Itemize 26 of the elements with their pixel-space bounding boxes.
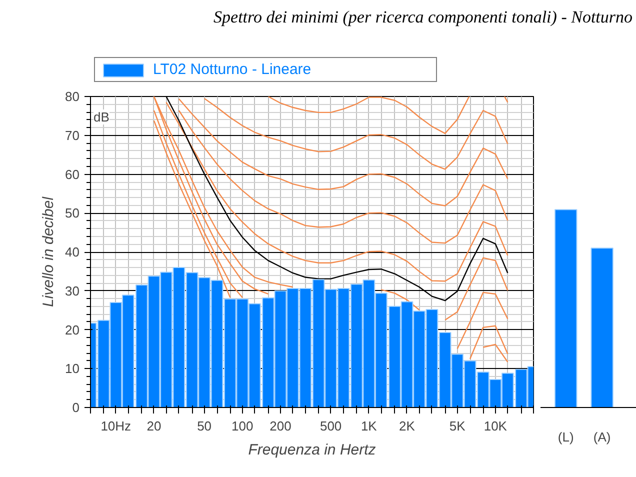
x-tick-label: (L) xyxy=(558,430,574,444)
annotation: dB xyxy=(94,110,110,124)
x-tick-label: 20 xyxy=(146,418,162,434)
x-tick-label: 5K xyxy=(449,418,466,434)
y-tick-label: 80 xyxy=(65,89,80,104)
y-tick-label: 20 xyxy=(65,322,80,338)
x-tick-label: 500 xyxy=(320,418,342,434)
x-tick-label: 200 xyxy=(270,418,292,434)
x-tick-label: 10K xyxy=(484,418,508,434)
x-tick-label: (A) xyxy=(593,430,611,444)
y-tick-label: 70 xyxy=(65,128,80,143)
y-tick-label: 10 xyxy=(65,361,80,376)
x-tick-label: 10Hz xyxy=(100,418,132,434)
chart-title: Spettro dei minimi (per ricerca componenti tonali) - Notturno xyxy=(214,8,633,26)
x-tick-label: 2K xyxy=(399,418,416,434)
y-tick-label: 30 xyxy=(65,283,80,298)
y-tick-label: 40 xyxy=(65,244,80,260)
legend-label: LT02 Notturno - Lineare xyxy=(153,61,312,78)
x-tick-label: 1K xyxy=(360,418,378,434)
y-tick-label: 60 xyxy=(65,166,80,182)
y-tick-label: 50 xyxy=(65,206,80,221)
y-tick-label: 0 xyxy=(72,400,80,415)
x-tick-label: 50 xyxy=(197,418,212,434)
x-tick-label: 100 xyxy=(232,418,254,434)
y-axis-title: Livello in decibel xyxy=(40,196,58,308)
x-axis-title: Frequenza in Hertz xyxy=(248,442,376,458)
